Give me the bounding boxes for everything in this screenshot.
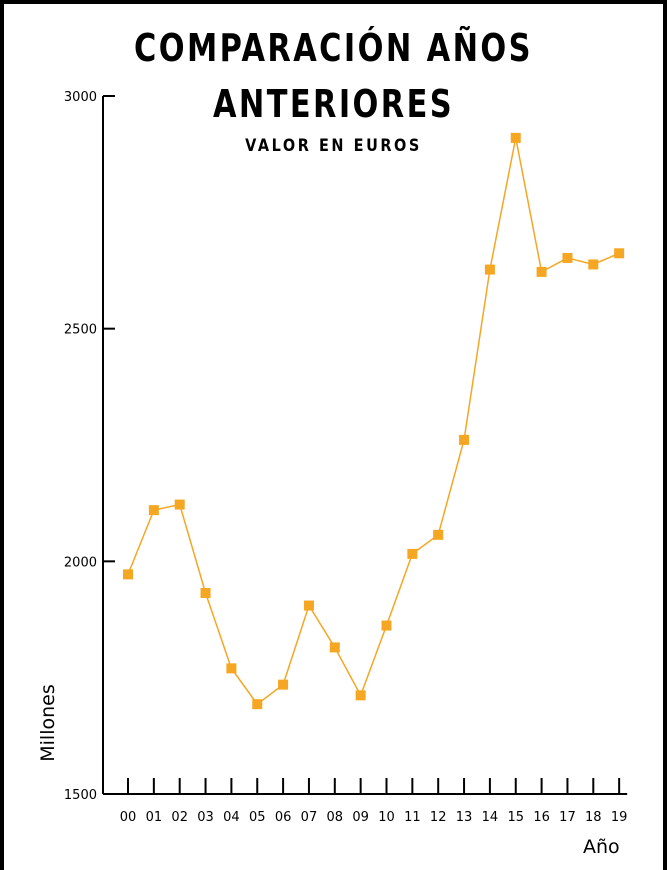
x-tick-label: 01	[146, 810, 163, 825]
x-tick-label: 09	[352, 810, 369, 825]
series-line	[127, 137, 620, 706]
data-point	[123, 569, 133, 580]
chart-title: COMPARACIÓN AÑOS	[134, 26, 533, 70]
data-point	[278, 679, 289, 690]
x-tick-label: 14	[482, 810, 499, 825]
x-tick-label: 02	[171, 810, 188, 825]
chart-title-line2: ANTERIORES	[212, 82, 455, 126]
data-point	[588, 259, 599, 270]
data-point	[562, 252, 573, 263]
chart-subtitle: VALOR EN EUROS	[245, 136, 422, 156]
data-point	[510, 132, 521, 143]
data-point	[484, 264, 495, 275]
x-tick-label: 12	[430, 810, 447, 825]
x-tick-label: 08	[327, 810, 344, 825]
data-point	[614, 248, 625, 259]
data-point	[381, 620, 392, 631]
data-point	[459, 434, 470, 445]
data-point	[433, 529, 444, 540]
y-axis-label: Millones	[37, 684, 59, 762]
data-point	[200, 587, 211, 598]
data-point	[303, 600, 314, 611]
y-tick-label: 3000	[64, 90, 97, 105]
data-point	[329, 642, 340, 653]
data-point	[148, 505, 159, 516]
data-point	[536, 266, 547, 277]
x-tick-label: 19	[611, 810, 628, 825]
x-axis-label: Año	[583, 836, 620, 858]
x-tick-label: 17	[559, 810, 576, 825]
x-tick-label: 13	[456, 810, 473, 825]
data-point	[252, 699, 263, 710]
y-tick-label: 1500	[64, 788, 97, 803]
y-tick-label: 2500	[64, 323, 97, 338]
x-tick-label: 16	[533, 810, 550, 825]
x-tick-label: 06	[275, 810, 292, 825]
x-tick-label: 05	[249, 810, 266, 825]
x-tick-label: 00	[120, 810, 137, 825]
x-tick-label: 10	[378, 810, 395, 825]
x-tick-label: 03	[197, 810, 214, 825]
data-point	[355, 690, 366, 701]
data-point	[226, 663, 237, 674]
data-point	[174, 499, 185, 510]
y-tick-label: 2000	[64, 555, 97, 570]
x-tick-label: 18	[585, 810, 602, 825]
x-tick-label: 11	[404, 810, 421, 825]
data-point	[407, 548, 418, 559]
x-tick-label: 04	[223, 810, 240, 825]
x-tick-label: 07	[301, 810, 318, 825]
x-tick-label: 15	[507, 810, 524, 825]
